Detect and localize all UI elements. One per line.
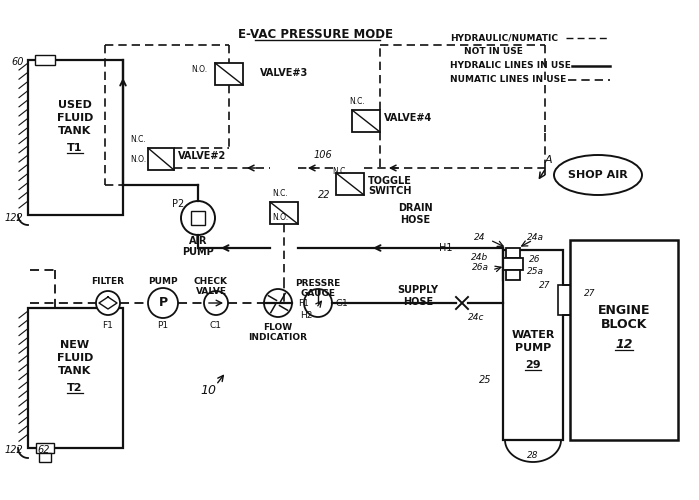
Bar (558, 285, 580, 315)
Text: P1: P1 (157, 320, 168, 330)
Text: N.C.: N.C. (272, 190, 288, 198)
Text: N.O.: N.O. (272, 212, 288, 222)
Text: 62: 62 (38, 445, 50, 455)
Text: N.O.: N.O. (191, 64, 207, 74)
Text: FLUID: FLUID (57, 353, 93, 363)
Text: N.O.: N.O. (130, 156, 146, 164)
Circle shape (148, 288, 178, 318)
Text: PUMP: PUMP (148, 276, 178, 285)
Text: 12: 12 (615, 338, 633, 351)
Text: ENGINE: ENGINE (598, 304, 650, 316)
Text: HYDRALIC LINES IN USE: HYDRALIC LINES IN USE (450, 62, 571, 70)
Text: VALVE#4: VALVE#4 (384, 113, 432, 123)
Text: TANK: TANK (59, 126, 92, 136)
Text: 22: 22 (318, 190, 330, 200)
Text: AIR: AIR (189, 236, 207, 246)
Bar (28, 308, 123, 448)
Text: SHOP AIR: SHOP AIR (568, 170, 628, 180)
Bar (503, 250, 563, 440)
Text: INDICATIOR: INDICATIOR (249, 332, 308, 342)
Text: 28: 28 (527, 450, 539, 460)
Text: 24a: 24a (526, 234, 544, 242)
Text: BLOCK: BLOCK (601, 318, 647, 332)
Text: HOSE: HOSE (400, 215, 430, 225)
Circle shape (204, 291, 228, 315)
Text: T1: T1 (67, 143, 82, 153)
Text: H2: H2 (300, 310, 312, 320)
Text: 24c: 24c (468, 312, 484, 322)
Circle shape (181, 201, 215, 235)
Bar (35, 55, 55, 65)
Text: 24b: 24b (471, 254, 489, 262)
Text: 27: 27 (584, 288, 596, 298)
Text: G1: G1 (336, 298, 349, 308)
Text: 25: 25 (479, 375, 491, 385)
Text: HYDRAULIC/NUMATIC: HYDRAULIC/NUMATIC (450, 34, 558, 42)
Ellipse shape (554, 155, 642, 195)
Text: PUMP: PUMP (515, 343, 551, 353)
Bar (503, 258, 523, 270)
Text: C1: C1 (210, 320, 222, 330)
Text: DRAIN: DRAIN (398, 203, 432, 213)
Text: F1: F1 (298, 298, 310, 308)
Bar (336, 173, 364, 195)
Text: H1: H1 (439, 243, 453, 253)
Text: TANK: TANK (59, 366, 92, 376)
Text: 29: 29 (525, 360, 541, 370)
Text: 10: 10 (200, 384, 216, 396)
Text: CHECK: CHECK (194, 276, 228, 285)
Text: VALVE: VALVE (196, 286, 226, 296)
Bar (28, 60, 123, 215)
Text: VALVE#2: VALVE#2 (178, 151, 226, 161)
Bar (215, 63, 243, 85)
Bar (506, 270, 520, 280)
Text: N.C.: N.C. (349, 98, 365, 106)
Text: A: A (545, 155, 552, 165)
Bar (39, 453, 51, 462)
Text: 122: 122 (5, 445, 23, 455)
Bar (270, 202, 298, 224)
Text: USED: USED (58, 100, 92, 110)
Bar (148, 148, 174, 170)
Text: 27: 27 (539, 280, 551, 289)
Text: FLUID: FLUID (57, 113, 93, 123)
Text: T2: T2 (67, 383, 82, 393)
Text: FLOW: FLOW (264, 322, 293, 332)
Text: N.C.: N.C. (130, 136, 146, 144)
Bar (570, 240, 678, 440)
Text: FILTER: FILTER (92, 276, 124, 285)
Circle shape (304, 289, 332, 317)
Text: 106: 106 (314, 150, 333, 160)
Text: SWITCH: SWITCH (368, 186, 412, 196)
Bar (191, 211, 205, 225)
Text: P: P (159, 296, 168, 310)
Text: E-VAC PRESSURE MODE: E-VAC PRESSURE MODE (238, 28, 393, 42)
Text: NOT IN USE: NOT IN USE (464, 46, 523, 56)
Text: TOGGLE: TOGGLE (368, 176, 412, 186)
Circle shape (96, 291, 120, 315)
Text: PRESSRE: PRESSRE (296, 278, 340, 287)
Text: 24: 24 (474, 234, 486, 242)
Text: PUMP: PUMP (182, 247, 214, 257)
Bar (36, 443, 54, 453)
Bar (506, 248, 520, 258)
Text: N.C.: N.C. (332, 168, 348, 176)
Text: SUPPLY: SUPPLY (398, 285, 438, 295)
Text: 122: 122 (5, 213, 23, 223)
Text: P2: P2 (172, 199, 184, 209)
Text: GAUGE: GAUGE (301, 288, 336, 298)
Circle shape (264, 289, 292, 317)
Text: 60: 60 (12, 57, 24, 67)
Text: 25a: 25a (526, 268, 544, 276)
Text: 26a: 26a (472, 264, 489, 272)
Bar (352, 110, 380, 132)
Text: NUMATIC LINES IN USE: NUMATIC LINES IN USE (450, 76, 566, 84)
Text: NEW: NEW (60, 340, 89, 350)
Text: VALVE#3: VALVE#3 (260, 68, 308, 78)
Text: 26: 26 (529, 256, 541, 264)
Text: WATER: WATER (511, 330, 555, 340)
Text: F1: F1 (103, 320, 113, 330)
Text: HOSE: HOSE (403, 297, 433, 307)
